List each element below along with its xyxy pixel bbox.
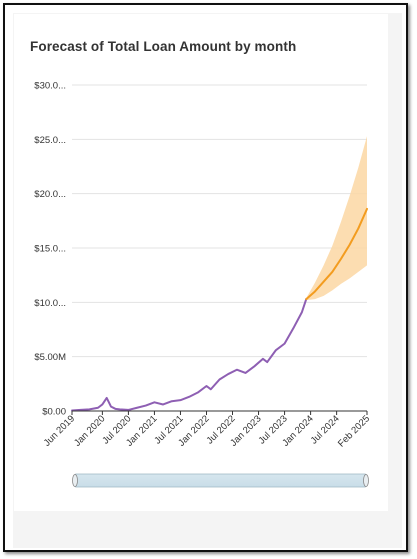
chart-title: Forecast of Total Loan Amount by month xyxy=(30,39,297,54)
forecast-line xyxy=(305,207,368,301)
x-tick-label: Feb 2025 xyxy=(336,413,372,449)
x-tick-label: Jun 2019 xyxy=(42,413,77,448)
forecast-band xyxy=(306,136,367,301)
x-tick-label: Jan 2020 xyxy=(72,413,107,448)
y-tick-label: $25.0... xyxy=(34,135,66,146)
scrollbar-left-handle[interactable] xyxy=(72,474,78,487)
scrollbar-right-handle[interactable] xyxy=(363,474,369,487)
forecast-confidence-band xyxy=(306,136,367,301)
actual-line xyxy=(71,298,308,412)
gridlines xyxy=(72,84,367,358)
y-tick-label: $20.0... xyxy=(34,189,66,200)
y-tick-label: $0.00 xyxy=(42,407,66,418)
y-axis-ticks: $0.00 $5.00M $10.0... $15.0... $20.0... $25.0… xyxy=(34,81,66,418)
y-tick-label: $10.0... xyxy=(34,298,66,309)
time-range-scrollbar[interactable] xyxy=(72,473,369,488)
series-lines xyxy=(71,207,368,412)
y-tick-label: $30.0... xyxy=(34,81,66,92)
y-tick-label: $5.00M xyxy=(34,352,66,363)
y-tick-label: $15.0... xyxy=(34,244,66,255)
